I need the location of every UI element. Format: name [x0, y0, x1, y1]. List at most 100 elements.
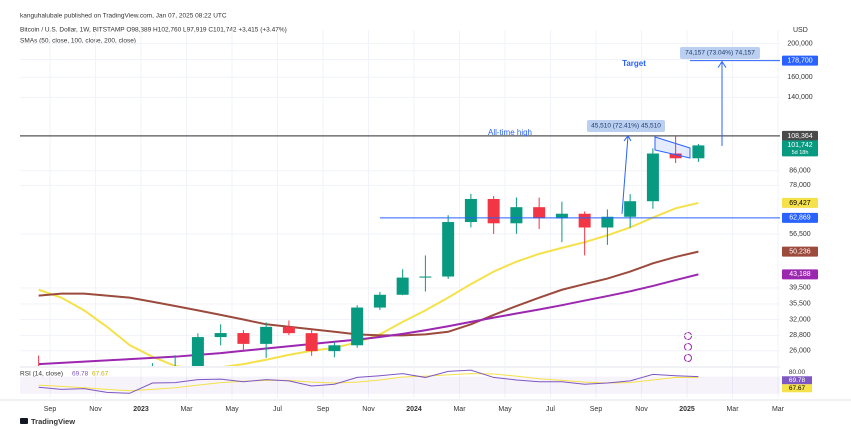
candle-body — [191, 337, 204, 366]
candle-body — [282, 326, 295, 334]
rsi-tag — [782, 384, 812, 393]
candle-body — [555, 213, 568, 219]
candle-body — [533, 207, 546, 219]
x-tick-label: Nov — [635, 406, 648, 413]
plot-area — [38, 135, 705, 418]
candle-body — [419, 276, 432, 278]
x-tick-label: Nov — [362, 406, 375, 413]
x-tick-label: 2025 — [679, 406, 695, 413]
candle-body — [646, 153, 659, 202]
y-tick-label: 39,500 — [789, 285, 811, 292]
countdown: 5d 18h — [792, 150, 809, 156]
candle-body — [487, 198, 500, 224]
sma-line — [38, 273, 699, 366]
flag — [654, 136, 691, 159]
annotation: 74,157 (73.04%) 74,157 — [685, 50, 755, 57]
candle-body — [601, 216, 614, 228]
tool-icons — [684, 332, 692, 362]
arrow-head — [717, 60, 727, 68]
x-tick-label: May — [498, 406, 512, 413]
rsi-legend-value: 67.67 — [92, 371, 109, 378]
y-tick-label: 160,000 — [787, 74, 812, 81]
candle-body — [396, 277, 409, 295]
y-tick-label: 26,000 — [789, 348, 811, 355]
y-tick-label: 56,500 — [789, 231, 811, 238]
price-tag-label: 50,236 — [789, 248, 811, 255]
price-tag-label: 69,427 — [789, 200, 811, 207]
price-tag-label: 43,188 — [789, 271, 811, 278]
rsi-tag-label: 80.00 — [789, 369, 806, 376]
rsi-pane — [20, 369, 780, 394]
x-tick-label: Mar — [180, 406, 193, 413]
arrow-head — [623, 135, 632, 142]
candle-body — [510, 207, 523, 224]
tv-logo — [20, 418, 28, 424]
footer: TradingView — [31, 417, 75, 426]
price-tag — [782, 130, 818, 141]
y-tick-label: 86,000 — [789, 168, 811, 175]
price-tag — [782, 197, 818, 208]
x-tick-label: Mar — [726, 406, 739, 413]
x-tick-label: May — [225, 406, 239, 413]
candle-body — [169, 368, 181, 369]
price-tag-label: 62,869 — [789, 215, 811, 222]
sma-line — [38, 250, 699, 337]
x-tick-label: Jul — [546, 406, 555, 413]
candle-body — [214, 333, 227, 338]
candle-body — [624, 201, 637, 217]
rsi-line — [38, 369, 699, 394]
annotation: 45,510 (72.41%) 45,510 — [591, 123, 661, 130]
y-tick-label: 140,000 — [787, 94, 812, 101]
annotation: Target — [622, 59, 646, 68]
annotation: All-time high — [488, 128, 532, 137]
measure-box — [680, 47, 760, 59]
candle-body — [464, 198, 477, 223]
price-tag — [782, 55, 818, 66]
y-tick-label: 28,800 — [789, 332, 811, 339]
rsi-tag-label: 67.67 — [789, 385, 806, 392]
candle-body — [260, 326, 273, 344]
x-tick-label: Mar — [772, 406, 785, 413]
price-tag — [782, 140, 818, 157]
publisher: kanguhalubale published on TradingView.c… — [20, 13, 227, 20]
x-tick-label: Jul — [273, 406, 282, 413]
price-tag-label: 178,700 — [787, 57, 812, 64]
candle-body — [237, 333, 250, 344]
y-tick-label: 32,000 — [789, 316, 811, 323]
rsi-line — [38, 373, 699, 392]
candle-body — [124, 413, 136, 418]
legend-ohlc: Bitcoin / U.S. Dollar, 1W, BITSTAMP O98,… — [20, 27, 287, 34]
rsi-legend-value: 69.78 — [72, 371, 89, 378]
flag-pole — [621, 135, 629, 214]
y-tick-label: 35,500 — [789, 301, 811, 308]
price-tag — [782, 212, 818, 223]
candle-body — [442, 222, 455, 277]
rsi-tag — [782, 376, 812, 385]
candle-body — [669, 153, 682, 159]
candle-body — [305, 333, 318, 352]
x-tick-label: 2024 — [406, 406, 422, 413]
candle-body — [328, 345, 341, 352]
x-tick-label: Sep — [590, 406, 603, 413]
price-tag-label: 101,742 — [787, 142, 812, 149]
candle-body — [351, 307, 364, 346]
y-tick-label: 200,000 — [787, 41, 812, 48]
rsi-legend: RSI (14, close) — [20, 371, 63, 378]
x-tick-label: Nov — [89, 406, 102, 413]
price-tag-label: 108,364 — [787, 133, 812, 140]
price-tag — [782, 246, 818, 257]
candle-body — [373, 294, 386, 308]
legend-sma: SMAs (50, close, 100, close, 200, close) — [20, 38, 136, 45]
currency: USD — [793, 27, 808, 34]
rsi-tag — [782, 368, 812, 377]
x-tick-label: Mar — [453, 406, 466, 413]
y-tick-label: 78,000 — [789, 182, 811, 189]
x-tick-label: Sep — [44, 406, 57, 413]
rsi-tag-label: 69.78 — [789, 377, 806, 384]
x-tick-label: Sep — [317, 406, 330, 413]
measure-box — [587, 120, 665, 132]
x-tick-label: 2023 — [133, 406, 149, 413]
price-tag — [782, 269, 818, 280]
candle-body — [578, 213, 591, 228]
